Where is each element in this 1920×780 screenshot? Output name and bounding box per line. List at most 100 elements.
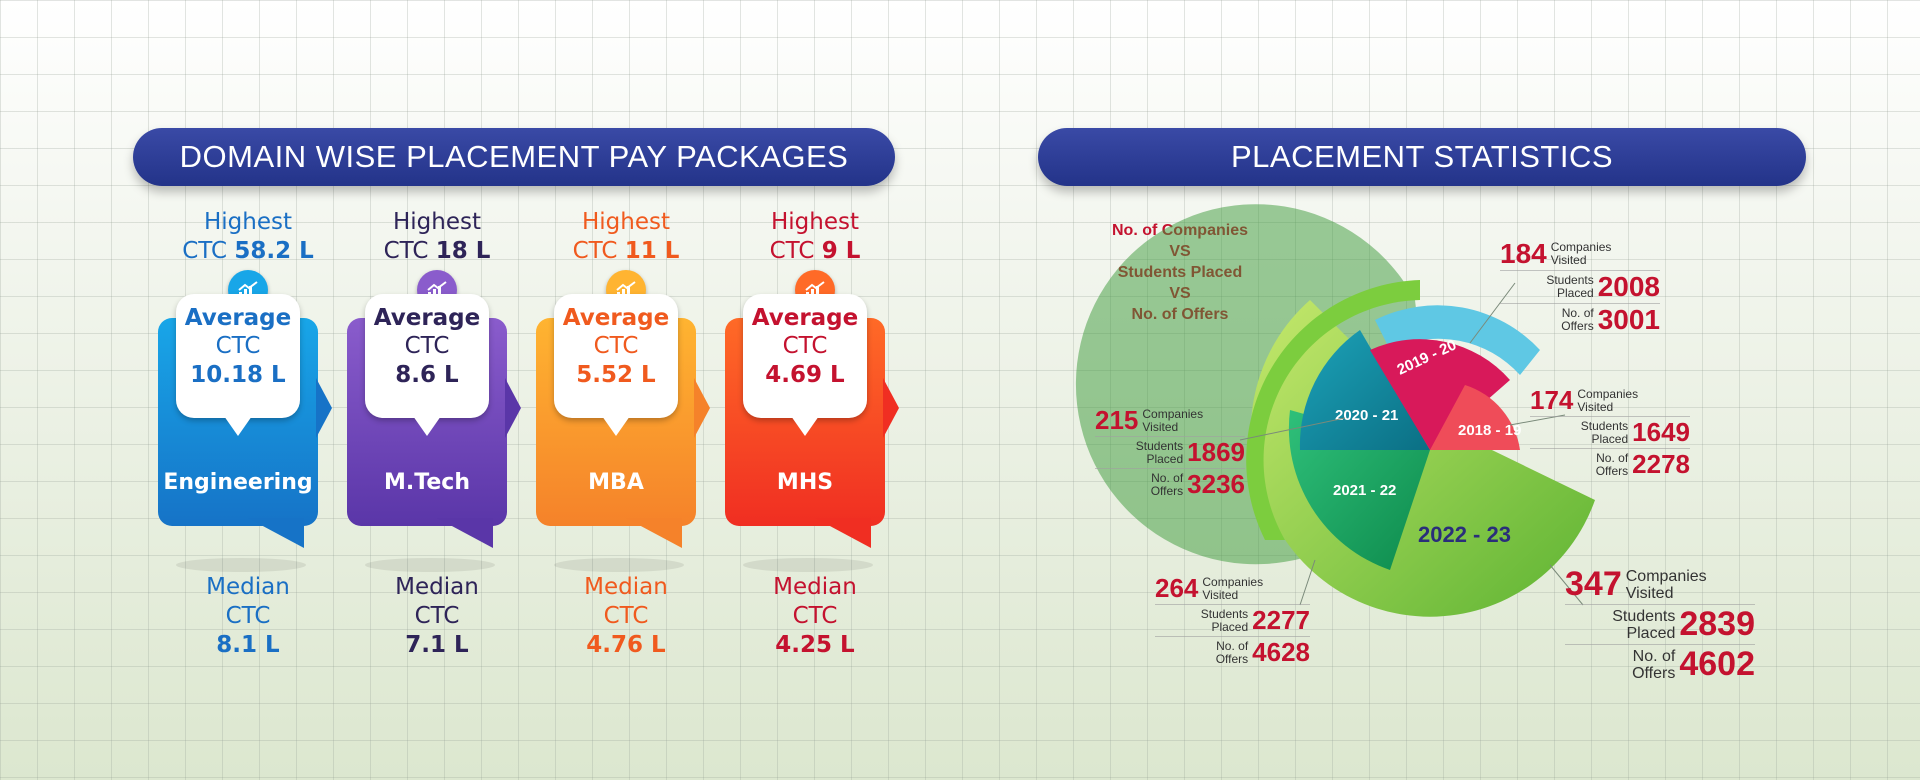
offers-value: 4628 [1252,637,1310,667]
offers-label: No. of Offers [1561,307,1593,333]
ctc-label: CTC [182,238,228,264]
pie-slice-back-arc [1246,280,1420,540]
median-ctc: Median CTC 4.76 L [536,573,716,660]
card-tail [248,518,304,548]
stat-block: 174 Companies Visited Students Placed 16… [1530,385,1690,480]
average-ctc-label: CTC [782,333,828,359]
offers-label: No. of Offers [1215,639,1249,666]
domain-name: MBA [588,470,644,495]
placed-label: Students Placed [1200,606,1249,634]
median-ctc-label: CTC [414,603,460,629]
leader-line [1469,282,1516,344]
ctc-label: CTC [769,238,815,264]
median-label: Median [395,574,479,600]
placed-label-line: Placed [1626,624,1676,642]
highest-label: Highest [581,209,670,235]
offers-label-line: No. of [1632,647,1676,665]
domain-name: Engineering [163,470,313,495]
median-ctc-label: CTC [225,603,271,629]
offers-label-line: No. of [1596,450,1629,465]
offers-label: No. of Offers [1151,470,1184,498]
companies-label-line: Companies [1625,567,1707,585]
offers-label-line: No. of [1151,470,1184,485]
offers-label: No. of Offers [1632,648,1675,682]
placed-label-line: Students [1135,438,1184,453]
placed-label-line: Placed [1211,619,1249,634]
companies-value: 264 [1155,573,1199,603]
average-value: 10.18 L [190,362,286,388]
median-ctc: Median CTC 4.25 L [725,573,905,660]
offers-label-line: Offers [1215,651,1249,666]
card-shadow [365,558,495,572]
companies-label-line: Visited [1577,399,1614,414]
companies-label: Companies Visited [1142,406,1204,434]
highest-ctc: Highest CTC 9 L [725,208,905,266]
median-label: Median [584,574,668,600]
companies-value: 174 [1530,385,1574,415]
average-value: 8.6 L [395,362,459,388]
median-label: Median [773,574,857,600]
median-value: 8.1 L [216,632,280,658]
offers-label-line: No. of [1561,306,1594,320]
offers-value: 2278 [1632,449,1690,479]
placed-label-line: Students [1200,606,1249,621]
average-value: 4.69 L [765,362,845,388]
placed-value: 1869 [1187,437,1245,467]
companies-label-line: Visited [1625,584,1674,602]
companies-label-line: Visited [1550,253,1587,267]
card-tail [815,518,871,548]
companies-label-line: Companies [1142,406,1204,421]
highest-value: 9 L [821,238,861,264]
pie-slice-ring [1375,305,1540,375]
placed-value: 2839 [1679,605,1755,643]
bubble-tip [413,416,441,436]
placed-label: Students Placed [1612,608,1675,642]
offers-label: No. of Offers [1596,450,1629,478]
offers-value: 4602 [1679,645,1755,683]
domain-name: MHS [776,470,834,495]
domain-column: Highest CTC 9 L Average CTC 4.69 L MHS M… [725,208,905,658]
leader-line [1299,559,1316,606]
median-ctc: Median CTC 8.1 L [158,573,338,660]
companies-label: Companies Visited [1202,574,1264,602]
companies-label-line: Companies [1550,240,1612,254]
highest-ctc: Highest CTC 11 L [536,208,716,266]
ctc-label: CTC [572,238,618,264]
bubble-tip [791,416,819,436]
highest-value: 58.2 L [234,238,314,264]
average-ctc-label: CTC [404,333,450,359]
companies-label-line: Visited [1202,587,1239,602]
card-arrow-icon [316,378,332,438]
companies-label: Companies Visited [1551,241,1612,267]
companies-label-line: Companies [1202,574,1264,589]
average-label: Average [751,305,859,331]
placement-statistics-title: PLACEMENT STATISTICS [1230,139,1614,174]
placed-label-line: Students [1580,418,1629,433]
average-label: Average [562,305,670,331]
card-shadow [554,558,684,572]
domain-packages-title: DOMAIN WISE PLACEMENT PAY PACKAGES [179,139,849,174]
median-ctc-label: CTC [603,603,649,629]
card-arrow-icon [694,378,710,438]
domain-packages-banner: DOMAIN WISE PLACEMENT PAY PACKAGES [133,128,895,186]
placed-label-line: Students [1612,607,1676,625]
pie-slice-2019-20 [1370,339,1510,450]
pie-label-2022-23: 2022 - 23 [1418,522,1511,547]
highest-value: 18 L [435,238,491,264]
highest-label: Highest [392,209,481,235]
bubble-tip [602,416,630,436]
domain-column: Highest CTC 18 L Average CTC 8.6 L M.Tec… [347,208,527,658]
offers-label-line: Offers [1632,664,1676,682]
average-label: Average [184,305,292,331]
median-ctc-label: CTC [792,603,838,629]
average-ctc-bubble: Average CTC 4.69 L [743,294,867,418]
median-value: 4.25 L [775,632,855,658]
median-label: Median [206,574,290,600]
average-ctc-label: CTC [215,333,261,359]
card-shadow [176,558,306,572]
average-ctc-bubble: Average CTC 8.6 L [365,294,489,418]
highest-label: Highest [770,209,859,235]
offers-label-line: Offers [1561,319,1594,333]
companies-value: 184 [1500,238,1547,269]
